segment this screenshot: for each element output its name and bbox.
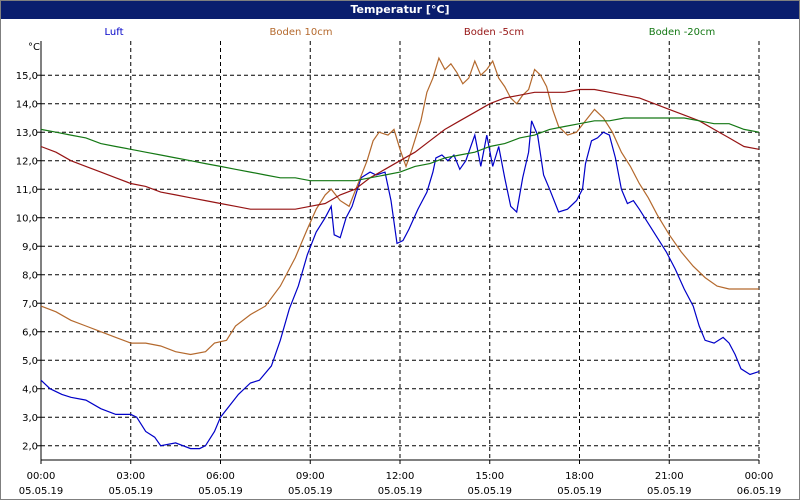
series-line xyxy=(40,56,759,356)
x-tick-time-label: 03:00 xyxy=(116,471,145,482)
y-tick-label: 5,0 xyxy=(22,356,38,367)
x-tick-time-label: 00:00 xyxy=(745,471,774,482)
y-tick-label: 7,0 xyxy=(22,299,38,310)
x-tick-time-label: 06:00 xyxy=(206,471,235,482)
series-line xyxy=(40,88,760,210)
legend-entry: Boden -20cm xyxy=(649,27,716,38)
x-tick-time-label: 12:00 xyxy=(386,471,415,482)
y-tick-label: 12,0 xyxy=(16,157,38,168)
y-tick-label: 8,0 xyxy=(22,271,38,282)
x-tick-date-label: 05.05.19 xyxy=(198,486,243,497)
x-tick-time-label: 00:00 xyxy=(27,471,56,482)
y-tick-label: 14,0 xyxy=(16,100,38,111)
x-tick-date-label: 05.05.19 xyxy=(19,486,64,497)
y-tick-label: 13,0 xyxy=(16,128,38,139)
x-tick-time-label: 15:00 xyxy=(475,471,504,482)
y-tick-label: 10,0 xyxy=(16,214,38,225)
y-tick-label: 4,0 xyxy=(22,385,38,396)
x-tick-date-label: 05.05.19 xyxy=(557,486,602,497)
x-tick-date-label: 05.05.19 xyxy=(288,486,333,497)
y-tick-labels: 2,0 3,0 4,0 5,0 6,0 7,0 8,0 9,0 10,0 11,0 12,0 13,0… xyxy=(16,71,41,453)
x-tick-time-label: 18:00 xyxy=(565,471,594,482)
grid xyxy=(41,41,760,460)
y-tick-label: 15,0 xyxy=(16,71,38,82)
series-lines xyxy=(40,56,760,450)
legend-entry: Luft xyxy=(105,27,124,38)
y-tick-label: 3,0 xyxy=(22,413,38,424)
chart-title: Temperatur [°C] xyxy=(1,1,799,19)
y-axis-unit-label: °C xyxy=(28,42,40,53)
legend-entry: Boden -5cm xyxy=(464,27,524,38)
x-tick-date-label: 06.05.19 xyxy=(737,486,782,497)
x-tick-date-label: 05.05.19 xyxy=(378,486,423,497)
x-tick-labels: 00:00 05.05.19 03:00 05.05.19 06:00 05.05.19 0… xyxy=(19,460,782,497)
x-tick-date-label: 05.05.19 xyxy=(647,486,692,497)
x-tick-date-label: 05.05.19 xyxy=(467,486,512,497)
x-tick-time-label: 09:00 xyxy=(296,471,325,482)
legend-entry: Boden 10cm xyxy=(270,27,333,38)
y-tick-label: 9,0 xyxy=(22,242,38,253)
x-tick-date-label: 05.05.19 xyxy=(108,486,153,497)
y-tick-label: 2,0 xyxy=(22,442,38,453)
series-line xyxy=(40,117,760,182)
y-tick-label: 6,0 xyxy=(22,328,38,339)
legend: Luft Boden 10cm Boden -5cm Boden -20cm xyxy=(105,27,716,38)
y-tick-label: 11,0 xyxy=(16,185,38,196)
x-tick-time-label: 21:00 xyxy=(655,471,684,482)
